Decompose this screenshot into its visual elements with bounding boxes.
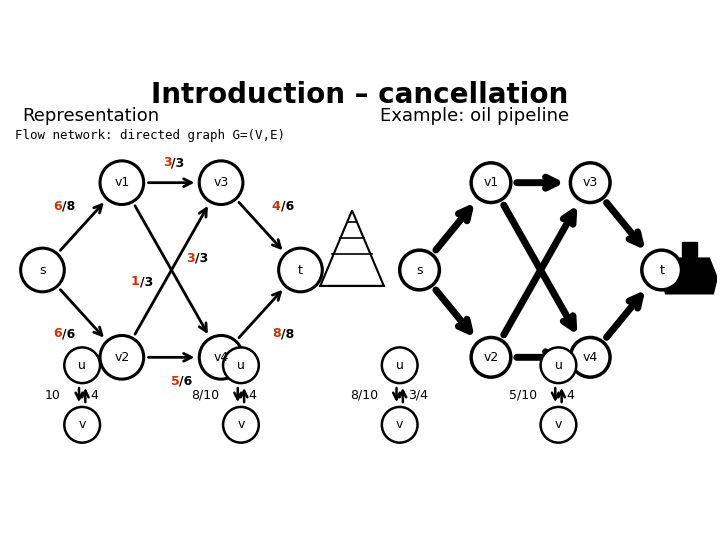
Text: 5/10: 5/10 bbox=[508, 388, 536, 402]
Text: u: u bbox=[554, 359, 562, 372]
Text: s: s bbox=[416, 264, 423, 276]
Text: 4: 4 bbox=[272, 200, 281, 213]
Text: 3/4: 3/4 bbox=[408, 388, 428, 402]
Text: 5: 5 bbox=[171, 375, 179, 388]
Text: 4: 4 bbox=[90, 388, 98, 402]
Text: v2: v2 bbox=[114, 351, 130, 364]
Circle shape bbox=[223, 347, 258, 383]
Circle shape bbox=[471, 163, 510, 202]
Text: t: t bbox=[660, 264, 664, 276]
Text: /3: /3 bbox=[171, 157, 185, 170]
Circle shape bbox=[64, 407, 100, 443]
Text: 8: 8 bbox=[272, 327, 281, 340]
Text: /3: /3 bbox=[140, 275, 153, 288]
Text: v3: v3 bbox=[582, 176, 598, 189]
Circle shape bbox=[471, 338, 510, 377]
Text: 4: 4 bbox=[249, 388, 257, 402]
Circle shape bbox=[100, 161, 144, 205]
Text: v1: v1 bbox=[483, 176, 499, 189]
Circle shape bbox=[541, 407, 576, 443]
Text: Flow network: directed graph G=(V,E): Flow network: directed graph G=(V,E) bbox=[14, 129, 284, 142]
Text: Introduction – cancellation: Introduction – cancellation bbox=[151, 82, 569, 110]
Text: Representation: Representation bbox=[22, 107, 160, 125]
Polygon shape bbox=[662, 258, 717, 294]
Text: 6: 6 bbox=[54, 200, 63, 213]
Text: u: u bbox=[78, 359, 86, 372]
Text: v3: v3 bbox=[213, 176, 229, 189]
Circle shape bbox=[382, 407, 418, 443]
Text: 6: 6 bbox=[54, 327, 63, 340]
Text: v: v bbox=[237, 418, 245, 431]
Circle shape bbox=[223, 407, 258, 443]
Circle shape bbox=[64, 347, 100, 383]
Text: 4: 4 bbox=[567, 388, 575, 402]
Text: v1: v1 bbox=[114, 176, 130, 189]
Text: v4: v4 bbox=[213, 351, 229, 364]
Text: Example: oil pipeline: Example: oil pipeline bbox=[380, 107, 569, 125]
Text: 3: 3 bbox=[186, 252, 195, 265]
Text: /3: /3 bbox=[195, 252, 209, 265]
Polygon shape bbox=[682, 242, 698, 258]
Circle shape bbox=[100, 335, 144, 379]
Text: 8/10: 8/10 bbox=[191, 388, 219, 402]
Text: 8/10: 8/10 bbox=[350, 388, 378, 402]
Text: v: v bbox=[396, 418, 403, 431]
Circle shape bbox=[382, 347, 418, 383]
Text: 1: 1 bbox=[131, 275, 140, 288]
Text: v: v bbox=[555, 418, 562, 431]
Circle shape bbox=[541, 347, 576, 383]
Text: u: u bbox=[237, 359, 245, 372]
Text: /6: /6 bbox=[179, 375, 193, 388]
Text: s: s bbox=[39, 264, 45, 276]
Text: u: u bbox=[396, 359, 404, 372]
Circle shape bbox=[279, 248, 323, 292]
Circle shape bbox=[21, 248, 64, 292]
Text: /6: /6 bbox=[63, 327, 76, 340]
Circle shape bbox=[570, 163, 610, 202]
Text: v: v bbox=[78, 418, 86, 431]
Circle shape bbox=[642, 250, 682, 290]
Text: /8: /8 bbox=[63, 200, 76, 213]
Text: /6: /6 bbox=[281, 200, 294, 213]
Text: 3: 3 bbox=[163, 157, 171, 170]
Circle shape bbox=[400, 250, 439, 290]
Text: v4: v4 bbox=[582, 351, 598, 364]
Text: 10: 10 bbox=[45, 388, 60, 402]
Text: t: t bbox=[298, 264, 303, 276]
Text: v2: v2 bbox=[483, 351, 499, 364]
Circle shape bbox=[570, 338, 610, 377]
Circle shape bbox=[199, 161, 243, 205]
Text: /8: /8 bbox=[281, 327, 294, 340]
Circle shape bbox=[199, 335, 243, 379]
